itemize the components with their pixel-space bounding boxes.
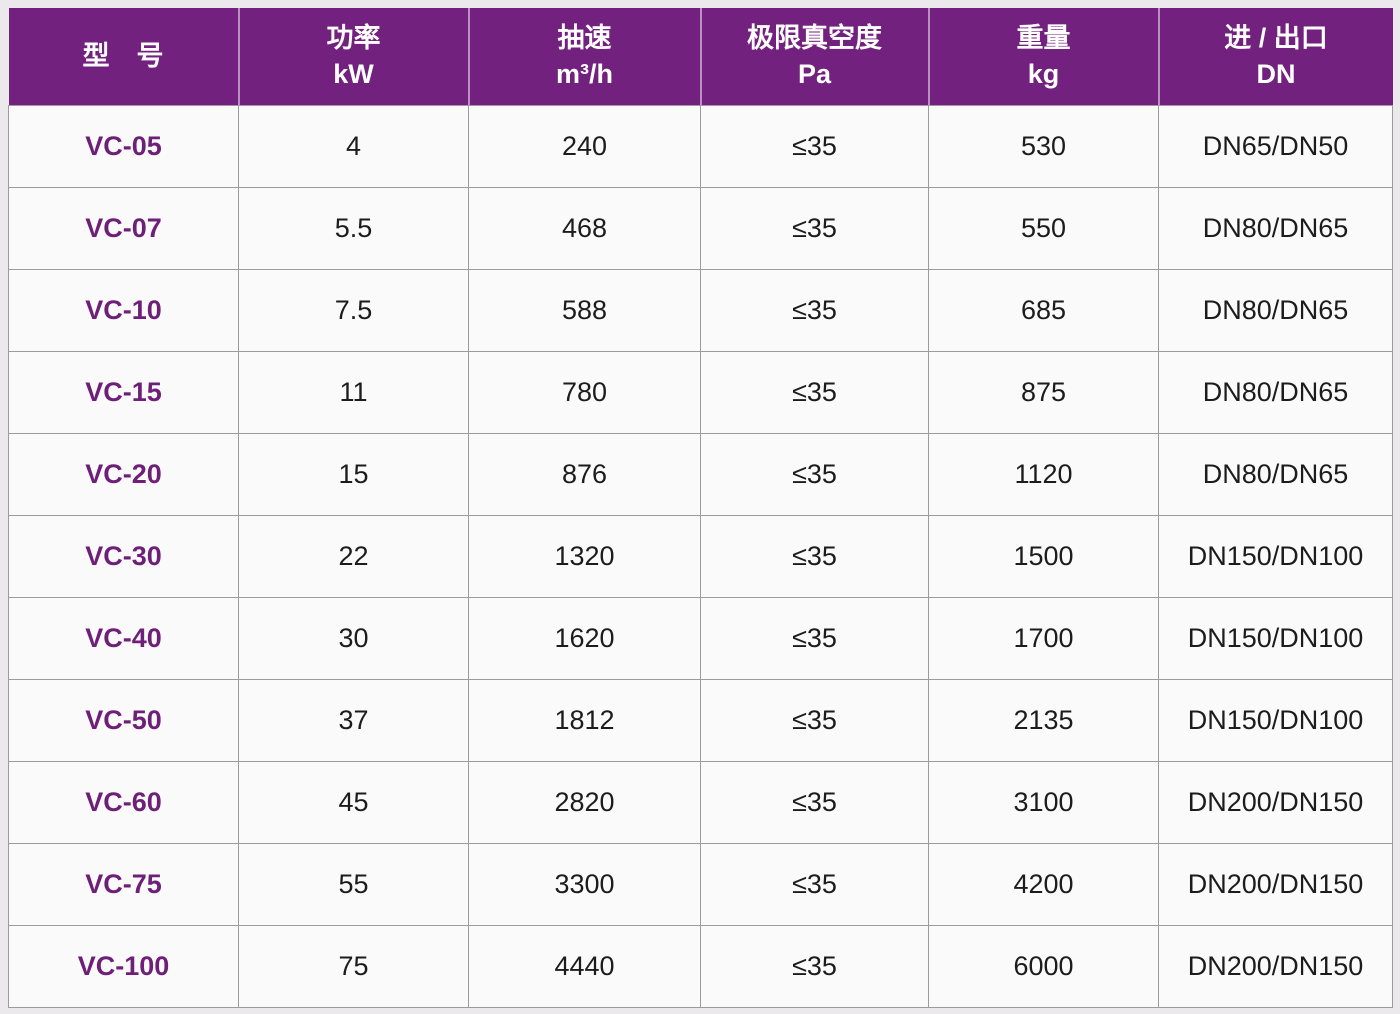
cell-vacuum: ≤35 (700, 597, 929, 680)
cell-weight: 3100 (928, 761, 1159, 844)
cell-speed: 3300 (468, 843, 701, 926)
cell-vacuum: ≤35 (700, 761, 929, 844)
column-header-port: 进 / 出口 DN (1158, 8, 1393, 106)
cell-weight: 550 (928, 187, 1159, 270)
cell-model: VC-100 (8, 925, 239, 1008)
table-row: VC-07 5.5 468 ≤35 550 DN80/DN65 (8, 187, 1393, 270)
header-row: 型 号 功率 kW 抽速 m³/h 极限真空度 Pa 重量 kg (8, 8, 1393, 106)
cell-vacuum: ≤35 (700, 843, 929, 926)
table-row: VC-30 22 1320 ≤35 1500 DN150/DN100 (8, 515, 1393, 598)
cell-port: DN200/DN150 (1158, 843, 1393, 926)
cell-speed: 240 (468, 105, 701, 188)
table-row: VC-15 11 780 ≤35 875 DN80/DN65 (8, 351, 1393, 434)
cell-model: VC-30 (8, 515, 239, 598)
table-row: VC-100 75 4440 ≤35 6000 DN200/DN150 (8, 925, 1393, 1008)
header-label: 型 号 (82, 40, 164, 71)
cell-speed: 1320 (468, 515, 701, 598)
cell-speed: 4440 (468, 925, 701, 1008)
header-label: 抽速 (557, 23, 612, 54)
column-header-power: 功率 kW (238, 8, 470, 106)
cell-power: 4 (238, 105, 469, 188)
cell-power: 75 (238, 925, 469, 1008)
table-row: VC-60 45 2820 ≤35 3100 DN200/DN150 (8, 761, 1393, 844)
header-unit: DN (1256, 58, 1296, 89)
cell-port: DN80/DN65 (1158, 269, 1393, 352)
column-header-vacuum: 极限真空度 Pa (700, 8, 930, 106)
cell-model: VC-15 (8, 351, 239, 434)
cell-model: VC-05 (8, 105, 239, 188)
table-header: 型 号 功率 kW 抽速 m³/h 极限真空度 Pa 重量 kg (8, 8, 1393, 106)
cell-power: 55 (238, 843, 469, 926)
table-row: VC-20 15 876 ≤35 1120 DN80/DN65 (8, 433, 1393, 516)
cell-power: 22 (238, 515, 469, 598)
cell-speed: 1620 (468, 597, 701, 680)
header-label: 重量 (1016, 23, 1071, 54)
spec-table: 型 号 功率 kW 抽速 m³/h 极限真空度 Pa 重量 kg (8, 8, 1393, 1008)
column-header-model: 型 号 (8, 8, 240, 106)
header-label: 进 / 出口 (1224, 23, 1328, 54)
header-unit: kg (1027, 58, 1060, 89)
cell-port: DN80/DN65 (1158, 351, 1393, 434)
cell-weight: 530 (928, 105, 1159, 188)
cell-vacuum: ≤35 (700, 269, 929, 352)
cell-power: 37 (238, 679, 469, 762)
column-header-weight: 重量 kg (928, 8, 1160, 106)
header-label: 功率 (326, 23, 381, 54)
cell-vacuum: ≤35 (700, 925, 929, 1008)
header-label: 极限真空度 (747, 23, 882, 54)
table-row: VC-05 4 240 ≤35 530 DN65/DN50 (8, 105, 1393, 188)
cell-vacuum: ≤35 (700, 105, 929, 188)
cell-speed: 876 (468, 433, 701, 516)
cell-power: 45 (238, 761, 469, 844)
cell-speed: 2820 (468, 761, 701, 844)
cell-port: DN150/DN100 (1158, 515, 1393, 598)
cell-model: VC-60 (8, 761, 239, 844)
cell-port: DN200/DN150 (1158, 925, 1393, 1008)
cell-model: VC-07 (8, 187, 239, 270)
cell-power: 5.5 (238, 187, 469, 270)
cell-vacuum: ≤35 (700, 351, 929, 434)
cell-port: DN80/DN65 (1158, 433, 1393, 516)
table-row: VC-40 30 1620 ≤35 1700 DN150/DN100 (8, 597, 1393, 680)
cell-model: VC-20 (8, 433, 239, 516)
cell-vacuum: ≤35 (700, 679, 929, 762)
cell-weight: 2135 (928, 679, 1159, 762)
cell-speed: 468 (468, 187, 701, 270)
cell-port: DN200/DN150 (1158, 761, 1393, 844)
cell-weight: 4200 (928, 843, 1159, 926)
cell-power: 15 (238, 433, 469, 516)
cell-model: VC-75 (8, 843, 239, 926)
cell-port: DN65/DN50 (1158, 105, 1393, 188)
cell-speed: 780 (468, 351, 701, 434)
cell-model: VC-50 (8, 679, 239, 762)
cell-weight: 1700 (928, 597, 1159, 680)
cell-vacuum: ≤35 (700, 187, 929, 270)
cell-power: 30 (238, 597, 469, 680)
cell-speed: 588 (468, 269, 701, 352)
column-header-speed: 抽速 m³/h (468, 8, 702, 106)
header-unit: Pa (797, 58, 832, 89)
header-unit: kW (333, 58, 374, 89)
cell-speed: 1812 (468, 679, 701, 762)
header-unit: m³/h (556, 58, 613, 89)
table-body: VC-05 4 240 ≤35 530 DN65/DN50 VC-07 5.5 … (8, 105, 1393, 1008)
cell-weight: 685 (928, 269, 1159, 352)
cell-weight: 1500 (928, 515, 1159, 598)
cell-power: 11 (238, 351, 469, 434)
table-row: VC-10 7.5 588 ≤35 685 DN80/DN65 (8, 269, 1393, 352)
cell-power: 7.5 (238, 269, 469, 352)
cell-vacuum: ≤35 (700, 433, 929, 516)
cell-model: VC-10 (8, 269, 239, 352)
cell-port: DN80/DN65 (1158, 187, 1393, 270)
cell-port: DN150/DN100 (1158, 597, 1393, 680)
cell-port: DN150/DN100 (1158, 679, 1393, 762)
cell-weight: 1120 (928, 433, 1159, 516)
table-row: VC-75 55 3300 ≤35 4200 DN200/DN150 (8, 843, 1393, 926)
cell-model: VC-40 (8, 597, 239, 680)
cell-weight: 6000 (928, 925, 1159, 1008)
table-row: VC-50 37 1812 ≤35 2135 DN150/DN100 (8, 679, 1393, 762)
cell-weight: 875 (928, 351, 1159, 434)
cell-vacuum: ≤35 (700, 515, 929, 598)
